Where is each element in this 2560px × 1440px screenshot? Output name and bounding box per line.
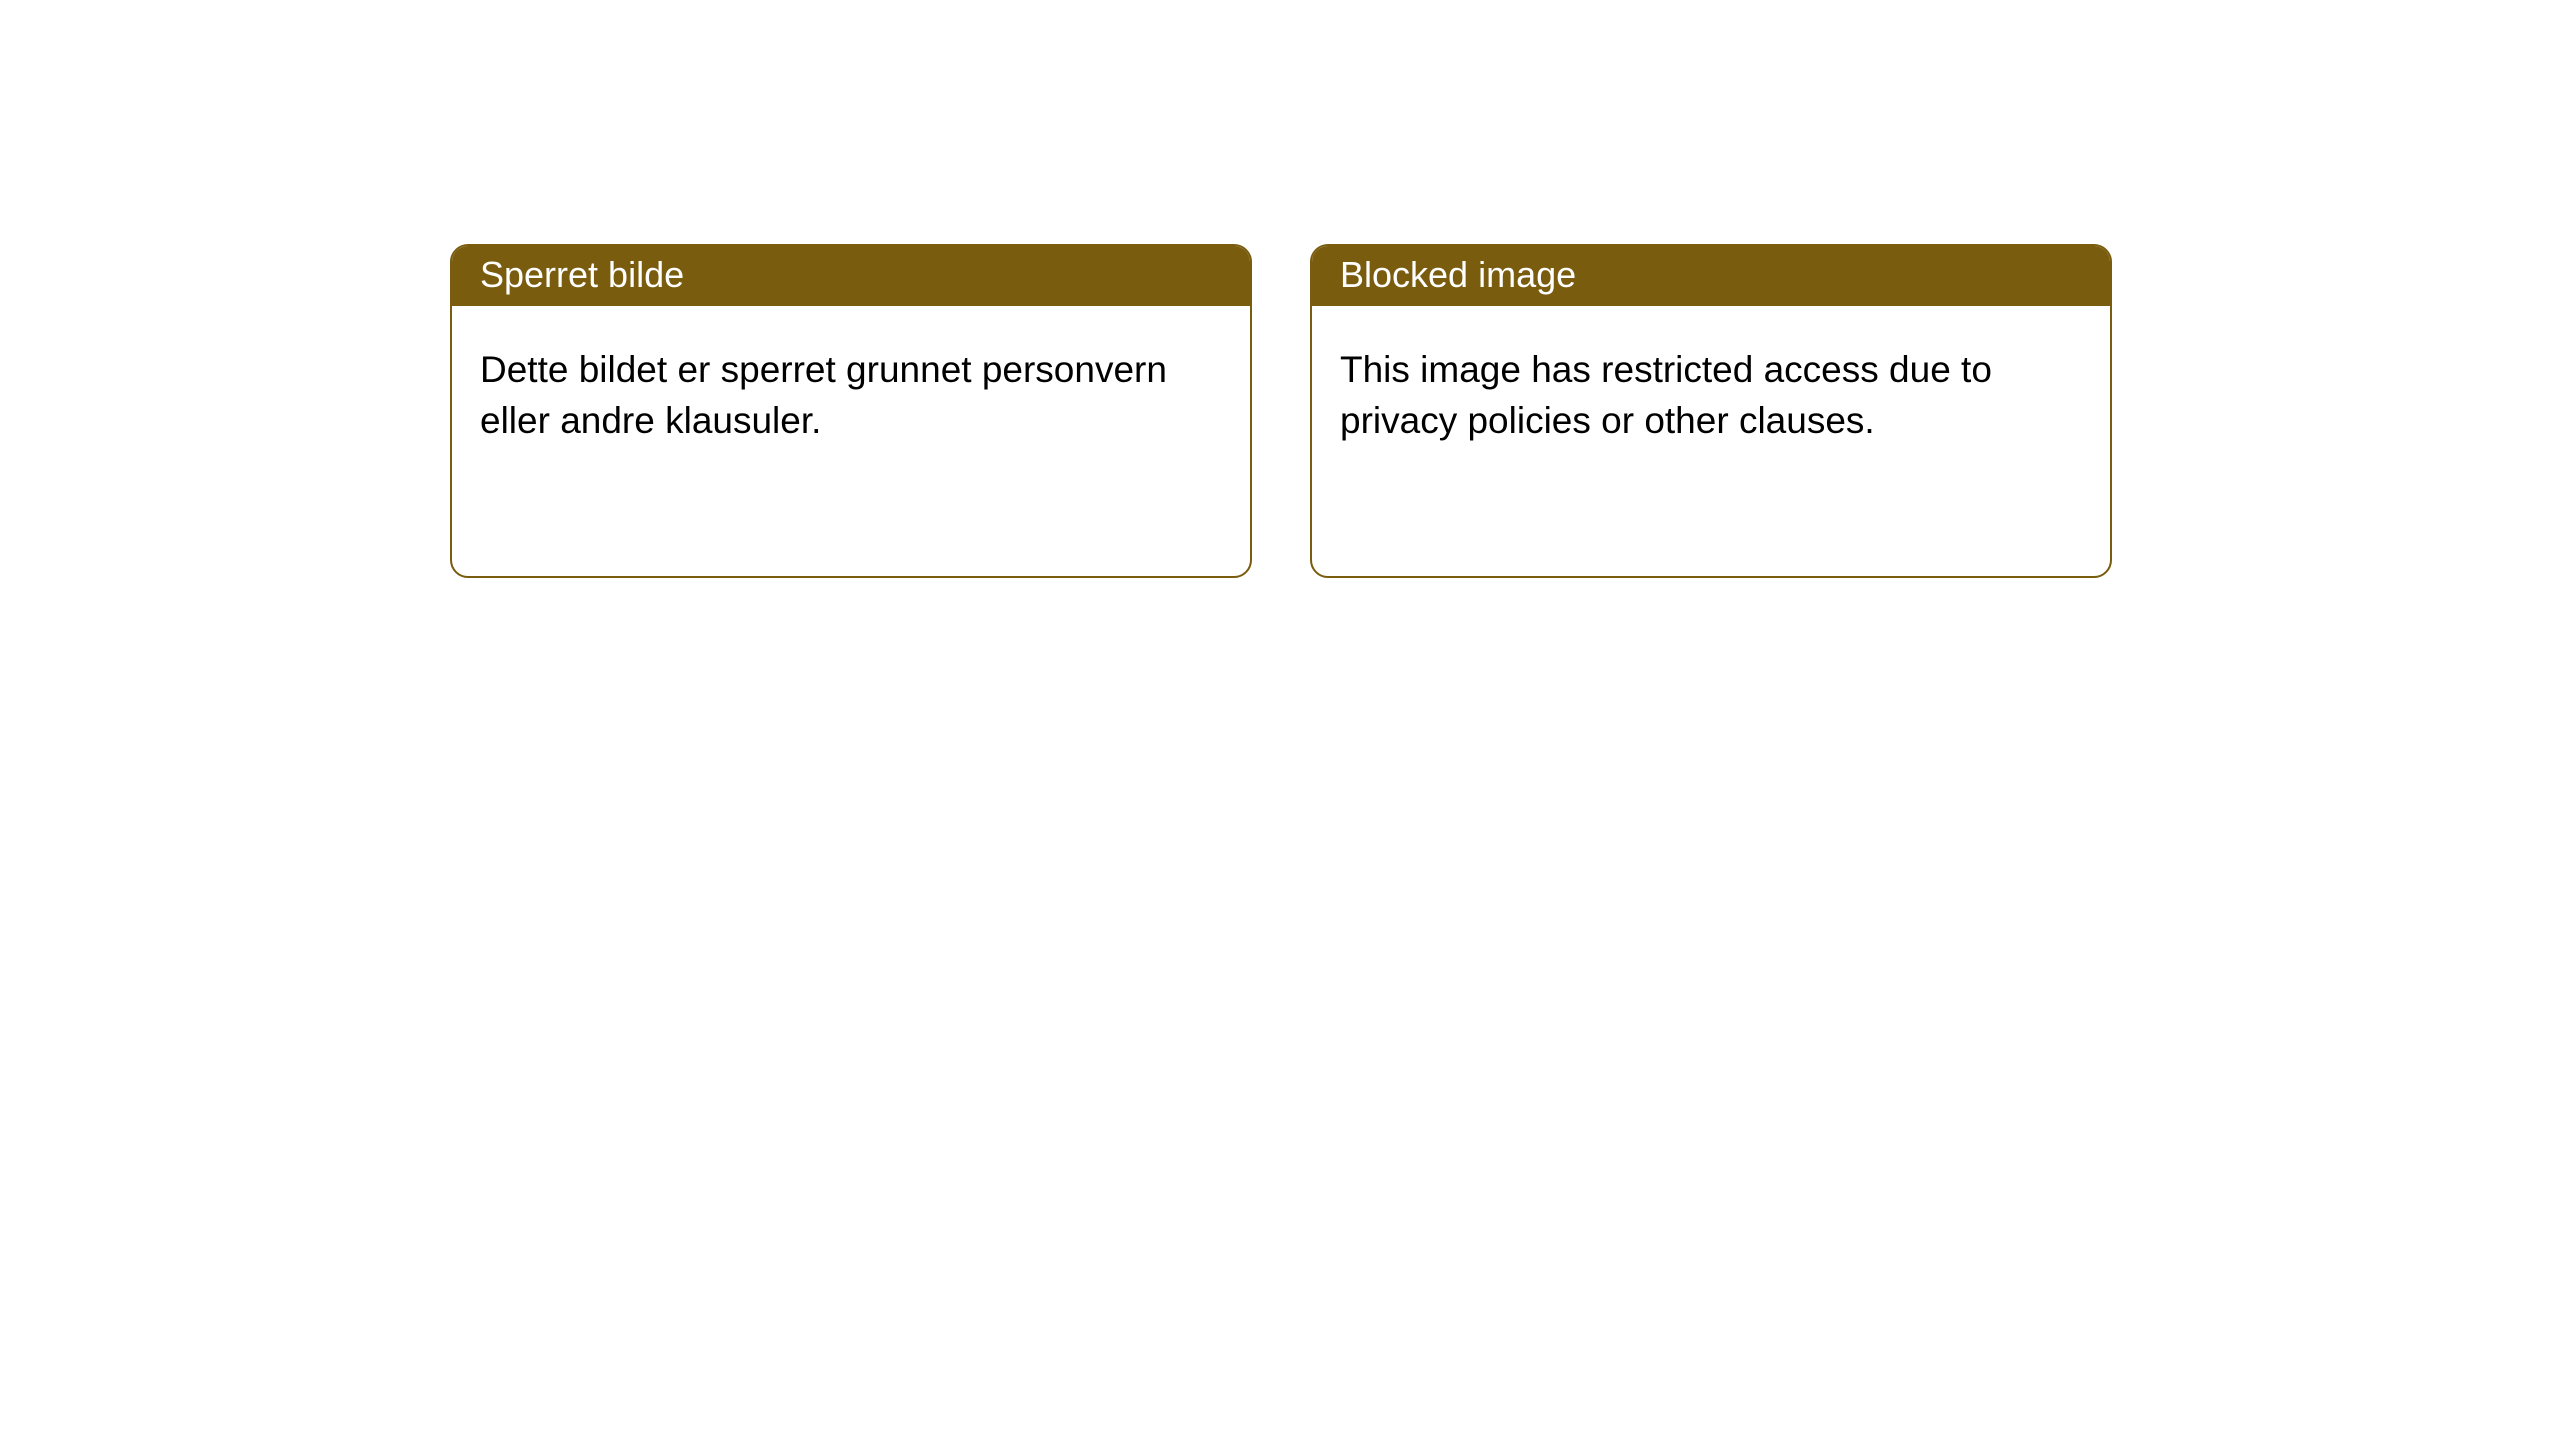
notice-body: Dette bildet er sperret grunnet personve…	[452, 306, 1250, 484]
notice-header: Blocked image	[1312, 246, 2110, 306]
notice-header: Sperret bilde	[452, 246, 1250, 306]
notice-card-norwegian: Sperret bilde Dette bildet er sperret gr…	[450, 244, 1252, 578]
notice-card-english: Blocked image This image has restricted …	[1310, 244, 2112, 578]
notice-cards-container: Sperret bilde Dette bildet er sperret gr…	[450, 244, 2112, 578]
notice-body: This image has restricted access due to …	[1312, 306, 2110, 484]
